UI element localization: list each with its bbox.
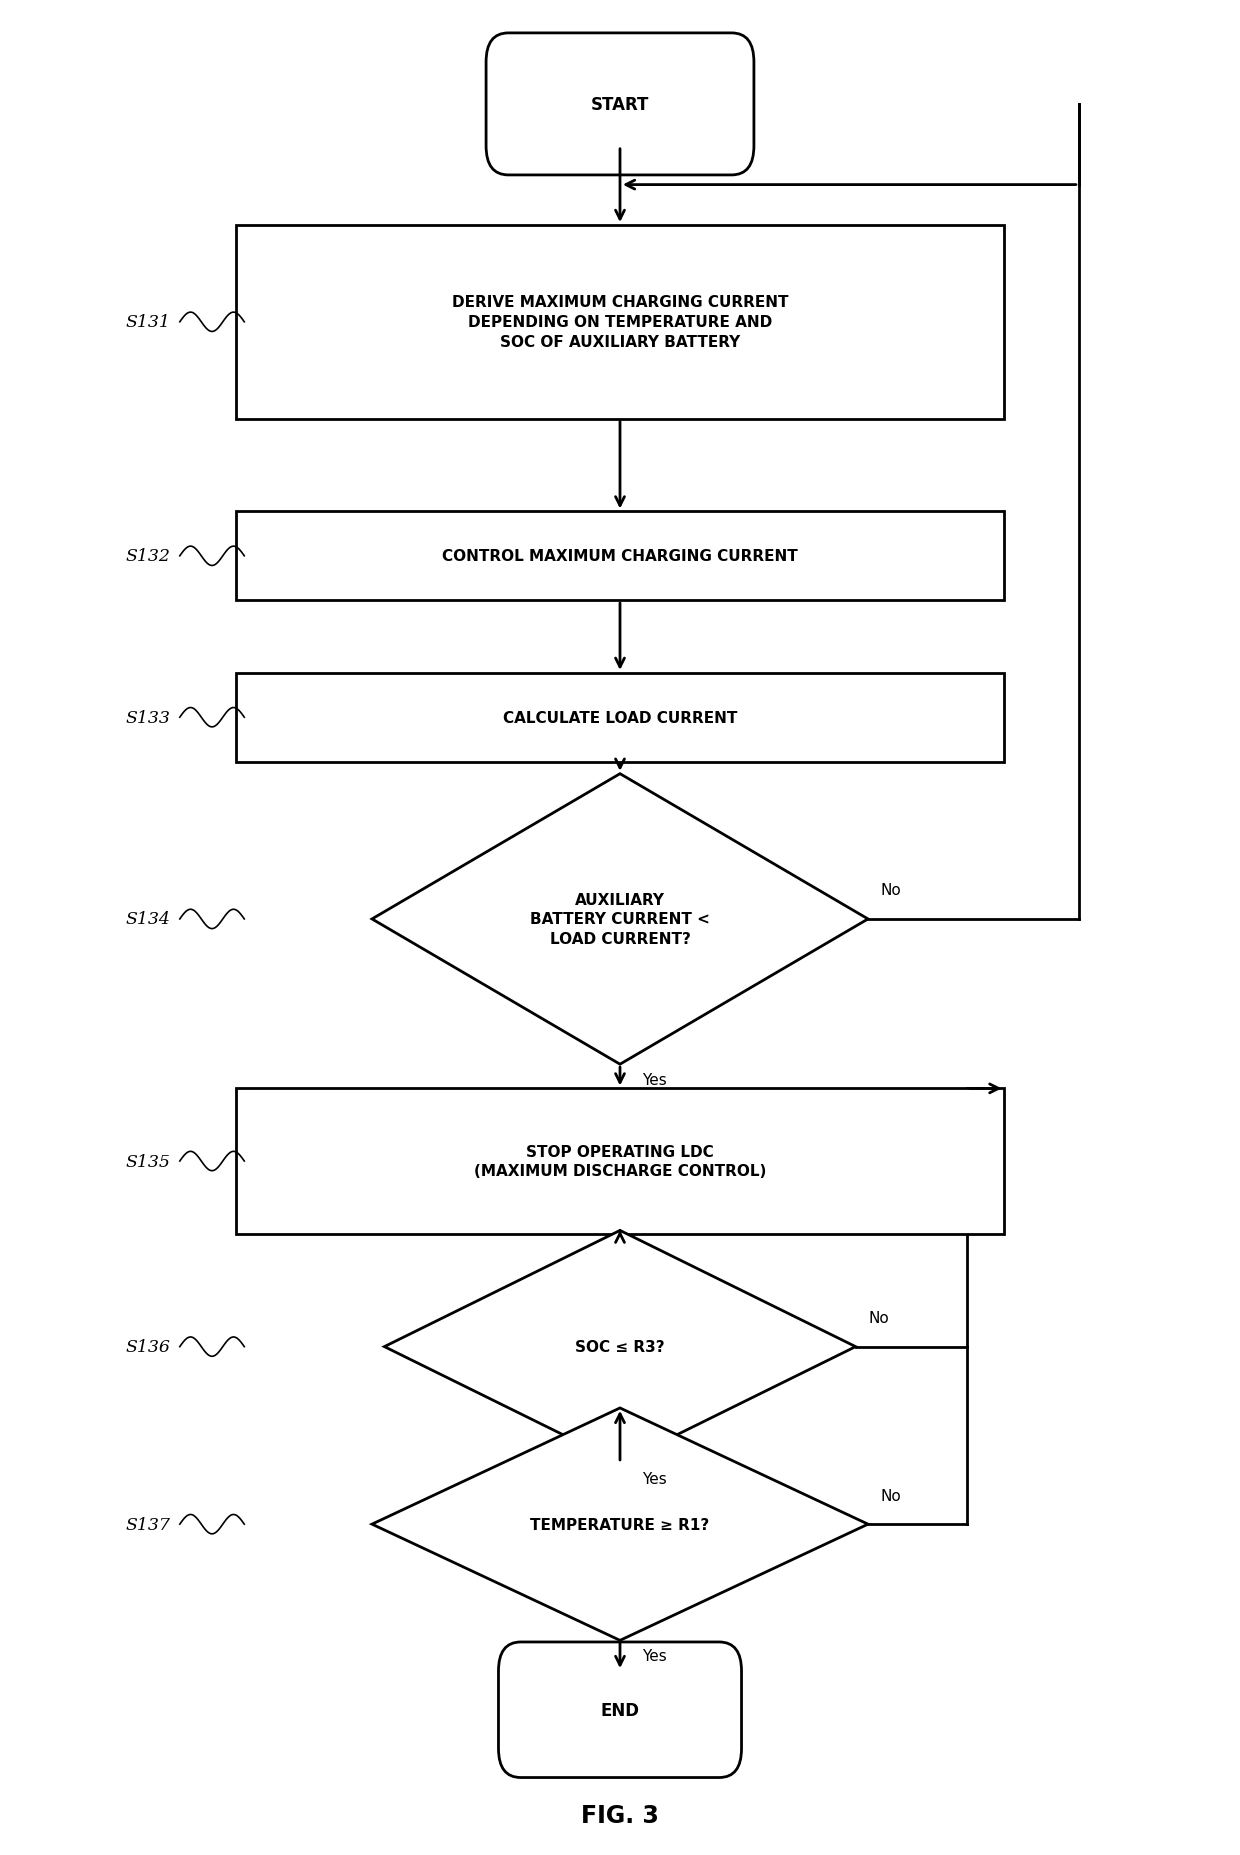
Text: S132: S132 [125,547,170,566]
Bar [236,673,1004,762]
Text: CALCULATE LOAD CURRENT: CALCULATE LOAD CURRENT [502,710,738,725]
Text: DERIVE MAXIMUM CHARGING CURRENT
DEPENDING ON TEMPERATURE AND
SOC OF AUXILIARY BA: DERIVE MAXIMUM CHARGING CURRENT DEPENDIN… [451,295,789,351]
Text: STOP OPERATING LDC
(MAXIMUM DISCHARGE CONTROL): STOP OPERATING LDC (MAXIMUM DISCHARGE CO… [474,1145,766,1178]
Polygon shape [372,1408,868,1640]
Text: AUXILIARY
BATTERY CURRENT <
LOAD CURRENT?: AUXILIARY BATTERY CURRENT < LOAD CURRENT… [529,892,711,946]
Text: CONTROL MAXIMUM CHARGING CURRENT: CONTROL MAXIMUM CHARGING CURRENT [443,549,797,564]
Bar [236,226,1004,419]
Bar [236,1089,1004,1234]
Text: S134: S134 [125,911,170,928]
Polygon shape [372,774,868,1065]
Text: SOC ≤ R3?: SOC ≤ R3? [575,1339,665,1354]
Text: END: END [600,1701,640,1720]
Text: Yes: Yes [642,1649,667,1664]
Bar [236,512,1004,601]
Text: No: No [868,1310,889,1324]
Text: Yes: Yes [642,1072,667,1087]
Text: No: No [880,1488,901,1503]
Text: S135: S135 [125,1154,170,1171]
FancyBboxPatch shape [486,33,754,176]
Polygon shape [384,1230,856,1464]
Text: No: No [880,883,901,898]
Text: S137: S137 [125,1516,170,1532]
Text: S133: S133 [125,709,170,727]
Text: TEMPERATURE ≥ R1?: TEMPERATURE ≥ R1? [531,1517,709,1532]
Text: S136: S136 [125,1339,170,1356]
Text: FIG. 3: FIG. 3 [582,1803,658,1827]
Text: START: START [590,96,650,113]
Text: S131: S131 [125,313,170,330]
Text: Yes: Yes [642,1471,667,1486]
FancyBboxPatch shape [498,1642,742,1777]
